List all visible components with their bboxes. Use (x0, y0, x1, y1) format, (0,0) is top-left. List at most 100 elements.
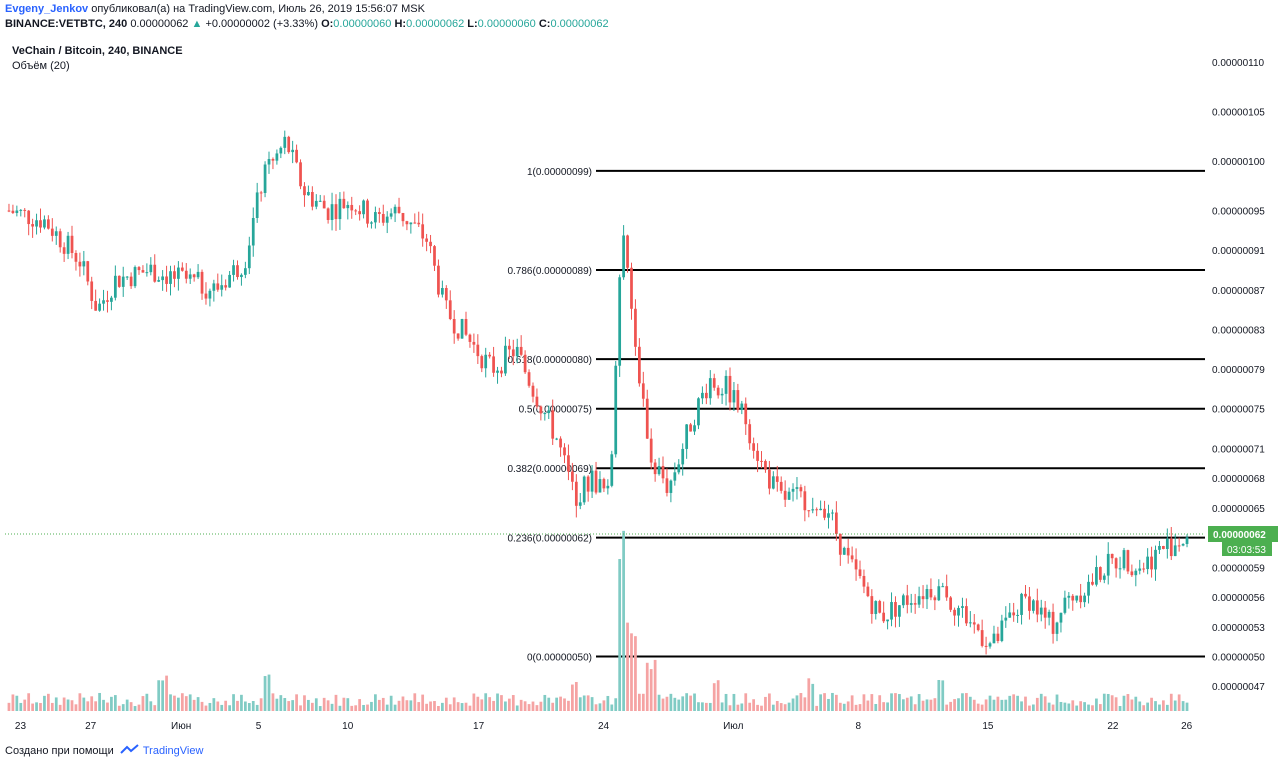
candle-body (326, 208, 330, 220)
fib-level-label: 0.618(0.00000080) (507, 355, 592, 366)
candle-body (606, 485, 610, 489)
candle-body (1091, 581, 1094, 585)
volume-bar (429, 701, 432, 711)
volume-bar (701, 702, 704, 711)
candle-body (385, 216, 389, 223)
candle-body (523, 354, 527, 373)
candle-body (527, 372, 531, 386)
volume-bar (1067, 703, 1071, 711)
open-label: O: (321, 18, 334, 30)
volume-bar (1032, 704, 1035, 711)
candle-body (598, 479, 602, 493)
price-tick-label: 0.00000053 (1212, 623, 1265, 634)
candle-body (551, 410, 555, 439)
candle-body (1165, 538, 1169, 549)
candle-body (1039, 607, 1043, 615)
volume-bar (862, 694, 866, 711)
volume-indicator-label[interactable]: Объём (20) (12, 60, 70, 72)
candle-body (125, 276, 129, 278)
candle-body (594, 470, 598, 493)
volume-bar (1122, 695, 1126, 711)
candle-body (740, 403, 744, 410)
ohlc-legend: BINANCE:VETBTC, 240 0.00000062 ▲ +0.0000… (5, 18, 609, 30)
volume-bar (417, 702, 421, 711)
tradingview-brand-link[interactable]: TradingView (142, 745, 204, 757)
candle-body (507, 345, 511, 350)
volume-bar (732, 693, 736, 711)
candle-body (909, 603, 913, 605)
candle-body (630, 267, 633, 309)
volume-bar (1047, 702, 1051, 711)
volume-bar (1095, 698, 1098, 711)
volume-bar (232, 694, 235, 711)
time-tick-label: Июл (723, 721, 743, 732)
volume-bar (192, 699, 196, 711)
price-tick-label: 0.00000047 (1212, 682, 1265, 693)
candle-body (7, 210, 11, 212)
high-value: 0.00000062 (406, 18, 465, 30)
volume-bar (1173, 700, 1177, 711)
volume-bar (929, 699, 933, 711)
fibonacci-retracement[interactable]: 1(0.00000099) 0.786(0.00000089) 0.618(0.00… (507, 167, 1205, 664)
volume-bar (976, 703, 980, 711)
series-title[interactable]: VeChain / Bitcoin, 240, BINANCE (12, 45, 183, 57)
volume-bar (153, 705, 157, 711)
volume-bar (744, 693, 748, 711)
candle-body (500, 370, 503, 374)
candle-body (405, 221, 409, 225)
candle-body (1020, 593, 1023, 615)
volume-bar (874, 703, 878, 711)
time-axis[interactable]: 23 27 Июн 5 10 17 24 Июл 8 15 22 26 (15, 721, 1193, 732)
volume-bar (500, 695, 503, 711)
current-price-text: 0.00000062 (1213, 530, 1266, 541)
volume-bar (1158, 704, 1161, 711)
volume-bar (724, 693, 728, 711)
candle-body (153, 264, 157, 282)
volume-bar (567, 700, 570, 711)
price-axis[interactable]: 0.00000110 0.00000105 0.00000100 0.00000095… (1212, 58, 1265, 693)
candle-body (74, 253, 78, 262)
candle-body (988, 643, 992, 647)
time-tick-label: 15 (982, 721, 994, 732)
candle-body (835, 512, 838, 534)
volume-bar (208, 702, 212, 711)
volume-bar (287, 701, 291, 711)
time-tick-label: 8 (855, 721, 861, 732)
volume-bar (129, 702, 133, 711)
volume-bar (704, 702, 708, 711)
volume-bar (535, 705, 539, 711)
candle-body (760, 460, 763, 462)
volume-bar (358, 699, 361, 711)
volume-bar (953, 699, 956, 711)
candle-body (547, 410, 551, 414)
author-link[interactable]: Evgeny_Jenkov (5, 3, 89, 15)
candle-body (444, 288, 448, 301)
candle-body (137, 267, 141, 271)
volume-bar (886, 702, 889, 711)
volume-bar (62, 697, 66, 711)
candle-body (433, 246, 436, 266)
candle-body (1032, 600, 1035, 611)
volume-bar (441, 702, 444, 711)
candle-body (370, 222, 373, 224)
candle-body (1173, 545, 1177, 557)
volume-bar (945, 704, 949, 711)
candle-body (1126, 550, 1130, 572)
fib-level-label: 0.382(0.00000069) (507, 464, 592, 475)
volume-bar (133, 706, 137, 711)
volume-bar (43, 695, 46, 711)
volume-bar (972, 699, 976, 711)
volume-bar (177, 697, 180, 711)
candle-body (318, 200, 322, 202)
publish-info: Evgeny_Jenkov опубликовал(а) на TradingV… (5, 3, 425, 15)
candle-body (496, 370, 499, 373)
candle-body (240, 274, 243, 278)
candle-body (504, 345, 507, 374)
symbol-line[interactable]: BINANCE:VETBTC, 240 (5, 18, 128, 30)
candle-body (720, 393, 724, 396)
volume-bar (1126, 694, 1130, 711)
candle-body (314, 200, 318, 207)
volume-bar (35, 702, 38, 711)
volume-bar (645, 662, 649, 711)
